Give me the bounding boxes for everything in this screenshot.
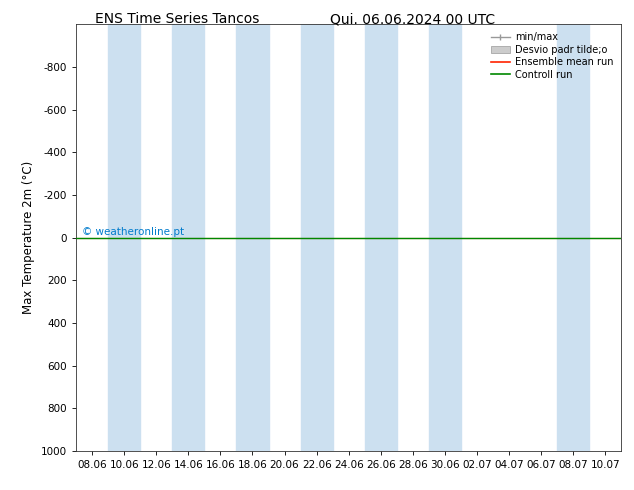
Bar [429, 24, 461, 451]
Bar [108, 24, 140, 451]
Bar [365, 24, 397, 451]
Text: © weatheronline.pt: © weatheronline.pt [82, 227, 184, 237]
Bar [236, 24, 269, 451]
Text: Qui. 06.06.2024 00 UTC: Qui. 06.06.2024 00 UTC [330, 12, 495, 26]
Bar [557, 24, 589, 451]
Text: ENS Time Series Tancos: ENS Time Series Tancos [95, 12, 260, 26]
Y-axis label: Max Temperature 2m (°C): Max Temperature 2m (°C) [22, 161, 36, 314]
Legend: min/max, Desvio padr tilde;o, Ensemble mean run, Controll run: min/max, Desvio padr tilde;o, Ensemble m… [488, 29, 616, 82]
Bar [172, 24, 204, 451]
Bar [301, 24, 333, 451]
